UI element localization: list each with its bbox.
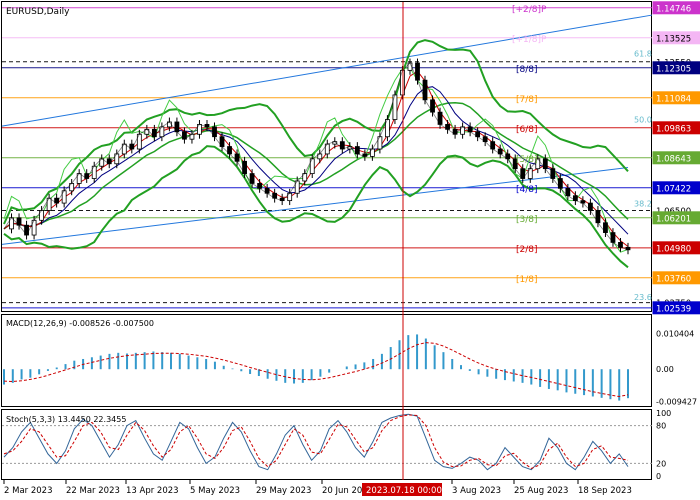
price-axis-label: 1.14746 — [656, 4, 691, 14]
price-axis-label: 1.09863 — [656, 124, 691, 134]
stoch-panel: 100 80 20 0 — [2, 409, 671, 481]
murrey-level-label: [4/8] — [516, 185, 538, 195]
time-axis-label: 20 Jun 20 — [322, 486, 362, 496]
main-panel-frame — [1, 1, 652, 312]
macd-axis-label: -0.009427 — [656, 397, 697, 406]
price-axis-label-background — [652, 151, 700, 165]
time-axis: 2 Mar 2023 22 Mar 2023 13 Apr 2023 5 May 20… — [3, 480, 632, 496]
price-axis-label-background — [652, 301, 700, 315]
price-axis-label: 1.13525 — [656, 34, 691, 44]
stoch-main-line — [3, 413, 629, 471]
price-axis-label: 1.07422 — [656, 184, 691, 194]
time-axis-label: 3 Aug 2023 — [452, 486, 501, 496]
murrey-level-label: [5/8] — [516, 155, 538, 165]
price-axis-label-background — [652, 271, 700, 285]
price-axis-label-background — [652, 241, 700, 255]
channel-line-upper — [1, 14, 653, 127]
macd-signal-line — [3, 342, 629, 398]
price-axis-label-background — [652, 61, 700, 75]
bollinger-lower-line — [3, 145, 629, 269]
stoch-axis-label: 100 — [656, 409, 671, 418]
stoch-label: Stoch(5,3,3) 13.4450 22.3455 — [6, 415, 126, 424]
price-axis-label: 1.12305 — [656, 64, 691, 74]
channel-line-lower — [1, 166, 629, 245]
macd-label: MACD(12,26,9) -0.008526 -0.007500 — [6, 319, 154, 328]
chart-title: EURUSD,Daily — [6, 7, 70, 17]
macd-axis-label: 0.00 — [656, 365, 674, 374]
time-axis-label: 25 Aug 2023 — [514, 486, 568, 496]
murrey-level-label: [7/8] — [516, 95, 538, 105]
price-axis: 1.147461.135251.125501.123051.110841.098… — [652, 1, 700, 315]
murrey-level-label: [3/8] — [516, 215, 538, 225]
stoch-axis-label: 80 — [656, 422, 666, 431]
time-axis-label: 2023.07.18 00:00 — [366, 486, 442, 496]
time-marker-label-background — [362, 483, 442, 496]
moving-average-slow-line — [3, 86, 629, 235]
murrey-level-label: [6/8] — [516, 125, 538, 135]
time-axis-label: 22 Mar 2023 — [66, 486, 120, 496]
price-axis-label-background — [652, 91, 700, 105]
fibonacci-level-label: 38.2 — [634, 199, 652, 208]
murrey-level-label: [1/8] — [516, 275, 538, 285]
time-axis-label: 2 Mar 2023 — [4, 486, 52, 496]
time-axis-label: 13 Apr 2023 — [126, 486, 179, 496]
price-axis-label-background — [652, 211, 700, 225]
macd-axis-label: 0.010404 — [656, 330, 694, 339]
stoch-panel-frame — [1, 409, 652, 480]
stoch-axis-label: 0 — [656, 472, 661, 481]
murrey-level-label: [8/8] — [516, 65, 538, 75]
price-axis-label-background — [652, 1, 700, 15]
main-panel-background-lines — [1, 7, 653, 309]
price-line — [3, 62, 629, 251]
time-axis-label: 5 May 2023 — [190, 486, 240, 496]
murrey-level-label: [2/8] — [516, 245, 538, 255]
macd-panel: 0.010404 0.00 -0.009427 — [3, 330, 697, 406]
time-axis-label: 18 Sep 2023 — [578, 486, 632, 496]
stoch-signal-line — [3, 414, 629, 469]
price-axis-label: 1.11084 — [656, 94, 691, 104]
stoch-axis-label: 20 — [656, 459, 666, 468]
price-axis-label-background — [652, 31, 700, 45]
price-axis-label: 1.08643 — [656, 154, 691, 164]
price-axis-label-background — [652, 121, 700, 135]
fibonacci-level-label: 61.8 — [634, 49, 652, 58]
fibonacci-level-label: 50.0 — [634, 116, 652, 125]
price-axis-label-background — [652, 181, 700, 195]
price-axis-label: 1.03760 — [656, 274, 691, 284]
main-panel-series — [3, 39, 631, 269]
macd-panel-frame — [1, 314, 652, 407]
price-axis-label: 1.02539 — [656, 304, 691, 314]
price-axis-label: 1.04980 — [656, 244, 691, 254]
murrey-level-label: [+1/8]P — [512, 35, 547, 45]
fibonacci-level-label: 23.6 — [634, 293, 652, 302]
time-axis-label: 29 May 2023 — [256, 486, 311, 496]
bollinger-middle-line — [3, 102, 629, 230]
main-panel-labels: [+2/8]P [+1/8]P [8/8] [7/8] [6/8] [5/8] [4/8] [… — [512, 5, 652, 302]
murrey-level-label: [+2/8]P — [512, 5, 547, 15]
price-axis-label: 1.06201 — [656, 214, 691, 224]
